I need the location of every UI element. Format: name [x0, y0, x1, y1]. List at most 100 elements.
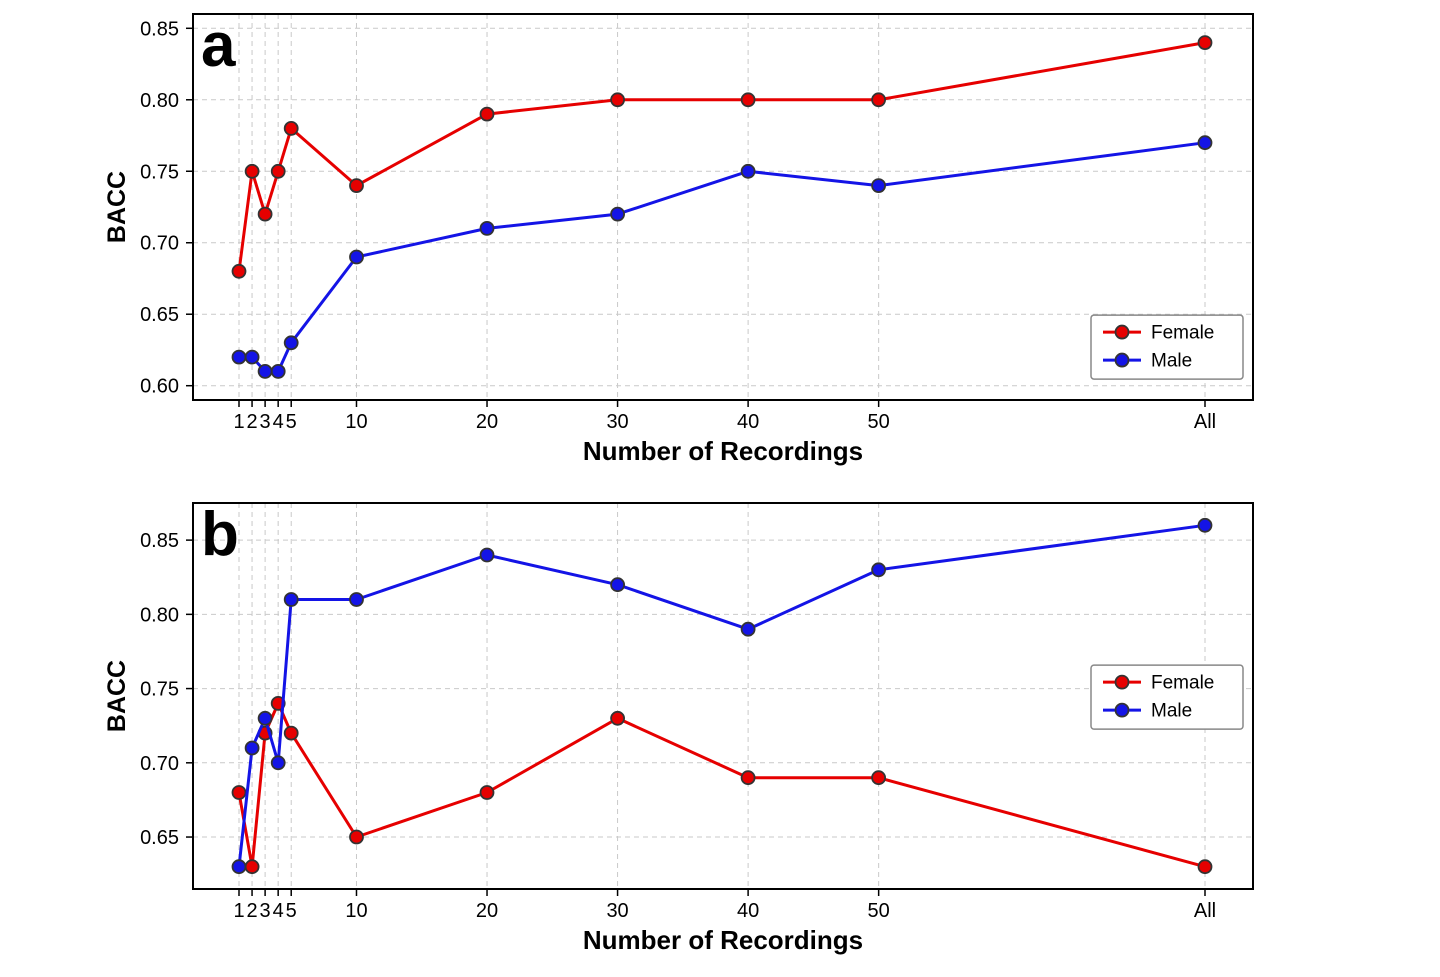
data-point-male [479, 547, 495, 563]
y-tick-label: 0.75 [140, 161, 179, 183]
data-point-male [740, 621, 756, 637]
x-tick-label: 40 [737, 900, 759, 922]
legend-label-female: Female [1151, 323, 1214, 344]
data-point-female [244, 163, 260, 179]
data-point-male [270, 755, 286, 771]
y-tick-label: 0.70 [140, 753, 179, 775]
plot-border [192, 13, 1254, 401]
chart-panel-b: 1 2 3 4 5 10 20 30 40 50 All 0.65 0.70 0.75 0.80 0.85 Nu… [0, 489, 1440, 977]
data-point-male [740, 163, 756, 179]
x-tick-label: 4 [273, 411, 284, 433]
tick-marks [186, 539, 1206, 896]
data-point-male [1197, 135, 1213, 151]
data-point-female [283, 120, 299, 136]
data-point-male [257, 710, 273, 726]
x-tick-label: 4 [273, 900, 284, 922]
line-chart-a: 1 2 3 4 5 10 20 30 40 50 All 0.60 0.65 0.70 0.75 0.80 0.… [0, 0, 1440, 488]
data-point-female [231, 785, 247, 800]
legend-label-male: Male [1151, 701, 1192, 722]
x-tick-label: 40 [737, 411, 759, 433]
x-tick-label: 3 [260, 900, 271, 922]
y-tick-label: 0.80 [140, 90, 179, 112]
x-tick-label: 50 [868, 411, 890, 433]
data-point-female [610, 92, 625, 108]
data-point-male [1197, 517, 1213, 533]
legend-label-male: Male [1151, 351, 1192, 372]
plot-border [192, 502, 1254, 890]
legend-marker-female [1114, 674, 1130, 690]
data-point-female [349, 178, 364, 194]
x-tick-label: 50 [868, 900, 890, 922]
data-point-female [1197, 35, 1213, 50]
x-tick-label: 1 [233, 900, 244, 922]
y-tick-label: 0.75 [140, 679, 179, 701]
legend-marker-male [1114, 702, 1130, 718]
data-point-female [740, 92, 756, 108]
y-axis-label: BACC [103, 660, 131, 732]
x-axis-label: Number of Recordings [583, 436, 863, 466]
y-tick-label: 0.65 [140, 304, 179, 326]
x-tick-label: 30 [606, 900, 628, 922]
chart-panel-a: 1 2 3 4 5 10 20 30 40 50 All 0.60 0.65 0.70 0.75 0.80 0.… [0, 0, 1440, 488]
data-point-male [283, 335, 299, 351]
data-point-female [610, 710, 625, 726]
legend-marker-male [1114, 352, 1130, 368]
y-tick-label: 0.80 [140, 604, 179, 626]
data-point-female [871, 770, 886, 786]
y-tick-label: 0.65 [140, 827, 179, 849]
data-point-female [871, 92, 886, 108]
data-point-male [871, 178, 886, 194]
x-tick-label: 5 [286, 411, 297, 433]
data-point-male [244, 740, 260, 756]
data-point-female [479, 785, 495, 800]
data-point-male [270, 363, 286, 379]
data-point-female [231, 263, 247, 279]
data-point-male [257, 363, 273, 379]
plot-background [0, 0, 1440, 488]
legend-marker-female [1114, 324, 1130, 340]
x-axis-label: Number of Recordings [583, 925, 863, 955]
x-tick-label: 20 [476, 411, 498, 433]
data-point-male [610, 206, 625, 222]
line-chart-b: 1 2 3 4 5 10 20 30 40 50 All 0.65 0.70 0.75 0.80 0.85 Nu… [0, 489, 1440, 977]
data-point-male [283, 592, 299, 607]
x-tick-label: 2 [246, 411, 257, 433]
data-point-female [479, 106, 495, 122]
x-tick-label: 30 [606, 411, 628, 433]
data-point-male [871, 562, 886, 578]
data-point-male [479, 220, 495, 236]
x-tick-label: 10 [345, 411, 367, 433]
y-tick-label: 0.70 [140, 233, 179, 255]
plot-background [0, 489, 1440, 977]
data-point-male [610, 577, 625, 593]
data-point-female [283, 725, 299, 741]
data-point-female [270, 163, 286, 179]
data-point-male [349, 592, 364, 607]
data-point-male [244, 349, 260, 365]
data-point-female [740, 770, 756, 786]
y-tick-label: 0.85 [140, 530, 179, 552]
data-point-male [231, 349, 247, 365]
x-tick-label: All [1194, 411, 1216, 433]
x-tick-label: 2 [246, 900, 257, 922]
x-tick-label: 5 [286, 900, 297, 922]
x-tick-label: 3 [260, 411, 271, 433]
y-tick-label: 0.85 [140, 18, 179, 40]
data-point-female [349, 829, 364, 845]
tick-marks [186, 27, 1206, 407]
data-point-female [1197, 859, 1213, 875]
x-tick-label: All [1194, 900, 1216, 922]
panel-label-a: a [201, 11, 236, 80]
x-tick-label: 1 [233, 411, 244, 433]
legend-label-female: Female [1151, 673, 1214, 694]
data-point-female [244, 859, 260, 875]
data-point-male [349, 249, 364, 265]
x-tick-label: 20 [476, 900, 498, 922]
data-point-female [257, 206, 273, 222]
x-tick-label: 10 [345, 900, 367, 922]
data-point-male [231, 859, 247, 875]
y-tick-label: 0.60 [140, 376, 179, 398]
panel-label-b: b [201, 500, 239, 569]
y-axis-label: BACC [103, 171, 131, 243]
